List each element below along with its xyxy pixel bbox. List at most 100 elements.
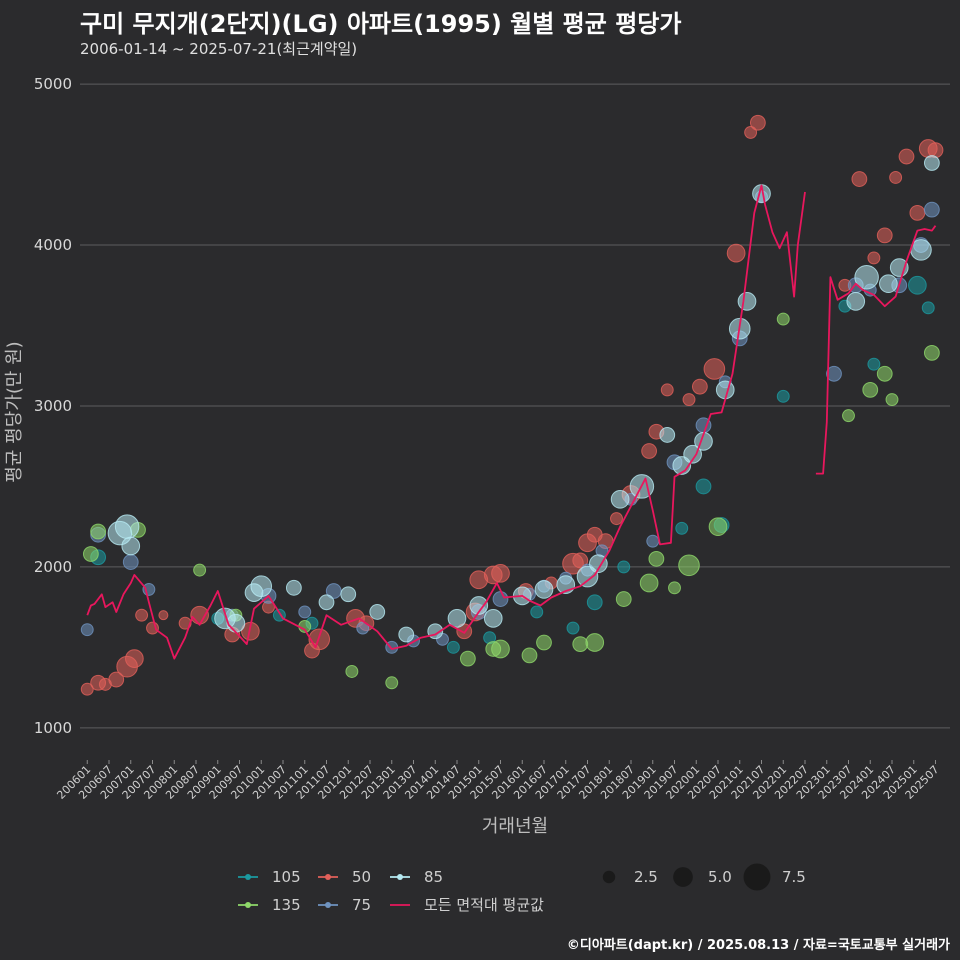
average-line-segment <box>86 184 806 660</box>
average-line <box>86 184 937 660</box>
data-point-105 <box>921 301 935 315</box>
legend-label: 135 <box>272 896 301 914</box>
data-point-75 <box>80 623 94 637</box>
size-legend-label: 2.5 <box>634 868 658 886</box>
size-legend-item: 7.5 <box>743 863 806 891</box>
data-point-50 <box>660 383 674 397</box>
data-point-50 <box>135 608 149 622</box>
data-point-135 <box>90 523 107 540</box>
legend-dot <box>325 902 331 908</box>
legend-item: 모든 면적대 평균값 <box>390 896 544 914</box>
data-point-135 <box>678 554 700 577</box>
data-point-135 <box>885 393 899 406</box>
data-point-135 <box>648 550 665 567</box>
data-point-50 <box>610 512 623 526</box>
data-point-50 <box>80 682 94 696</box>
data-point-50 <box>146 621 159 635</box>
size-legend-label: 7.5 <box>782 868 806 886</box>
data-point-105 <box>586 594 603 611</box>
data-point-135 <box>862 381 879 398</box>
x-tick-labels: 2006012006072007012007072008012008072009… <box>54 760 942 802</box>
data-point-85 <box>923 155 940 171</box>
legend-label: 75 <box>352 896 371 914</box>
data-point-50 <box>909 204 926 221</box>
data-point-85 <box>610 489 630 509</box>
data-point-85 <box>318 594 335 611</box>
legend-label: 105 <box>272 868 301 886</box>
size-legend-item: 2.5 <box>602 868 658 886</box>
data-point-135 <box>459 650 476 667</box>
data-point-85 <box>737 292 757 311</box>
data-point-135 <box>842 409 855 423</box>
y-tick-label: 2000 <box>34 558 72 576</box>
y-tick-label: 3000 <box>34 397 72 415</box>
data-point-135 <box>585 633 605 652</box>
y-axis-label: 평균 평당가(만 원) <box>4 341 25 482</box>
data-point-135 <box>521 647 538 664</box>
data-point-105 <box>867 357 881 371</box>
data-point-50 <box>889 171 903 184</box>
legend-item: 85 <box>390 868 443 886</box>
data-point-85 <box>846 292 866 311</box>
data-point-75 <box>298 605 312 619</box>
size-legend-dot <box>743 863 771 891</box>
y-tick-label: 4000 <box>34 236 72 254</box>
source-caption: ©디아파트(dapt.kr) / 2025.08.13 / 자료=국토교통부 실… <box>566 938 950 953</box>
data-point-85 <box>340 586 357 603</box>
legend-label: 85 <box>424 868 443 886</box>
size-legend-dot <box>673 867 693 887</box>
data-point-105 <box>617 560 631 574</box>
data-points <box>80 114 944 696</box>
data-point-85 <box>369 604 386 620</box>
data-point-75 <box>826 365 842 382</box>
grid-lines <box>80 83 950 729</box>
data-point-135 <box>345 665 359 678</box>
data-point-85 <box>534 580 554 599</box>
data-point-50 <box>726 243 746 263</box>
data-point-50 <box>158 610 169 621</box>
chart-subtitle: 2006-01-14 ~ 2025-07-21(최근계약일) <box>80 40 358 58</box>
data-point-50 <box>744 125 758 139</box>
y-tick-label: 1000 <box>34 719 72 737</box>
legend: 105 135 50 75 85 모든 면적대 평균값 <box>238 868 544 914</box>
data-point-85 <box>226 613 246 633</box>
size-legend-label: 5.0 <box>708 868 732 886</box>
data-point-135 <box>876 365 893 382</box>
data-point-135 <box>536 634 552 651</box>
legend-item: 50 <box>318 868 371 886</box>
legend-dot <box>245 902 251 908</box>
chart-title: 구미 무지개(2단지)(LG) 아파트(1995) 월별 평균 평당가 <box>80 10 682 38</box>
legend-label: 50 <box>352 868 371 886</box>
data-point-50 <box>125 649 144 668</box>
data-point-85 <box>285 579 302 596</box>
data-point-135 <box>668 581 681 595</box>
y-tick-labels: 1000 2000 3000 4000 5000 <box>34 75 72 737</box>
data-point-135 <box>708 517 728 537</box>
size-legend-item: 5.0 <box>673 867 732 887</box>
legend-dot <box>325 874 331 880</box>
data-point-135 <box>923 344 940 361</box>
data-point-50 <box>682 393 696 406</box>
data-point-85 <box>854 264 879 290</box>
data-point-135 <box>193 563 207 577</box>
data-point-50 <box>749 114 766 131</box>
data-point-75 <box>356 621 370 635</box>
data-point-105 <box>908 275 927 295</box>
data-point-50 <box>641 443 658 459</box>
data-point-50 <box>108 671 125 688</box>
size-legend: 2.5 5.0 7.5 <box>602 863 806 891</box>
data-point-75 <box>492 591 509 607</box>
data-point-135 <box>491 639 510 659</box>
data-point-85 <box>659 427 676 443</box>
data-point-105 <box>566 621 580 635</box>
data-point-135 <box>615 591 632 607</box>
legend-dot <box>245 874 251 880</box>
data-point-75 <box>646 534 660 548</box>
data-point-50 <box>898 148 915 165</box>
data-point-85 <box>589 554 608 574</box>
data-point-50 <box>703 358 726 380</box>
legend-label: 모든 면적대 평균값 <box>424 896 544 914</box>
data-point-85 <box>447 609 467 628</box>
data-point-85 <box>398 626 415 643</box>
